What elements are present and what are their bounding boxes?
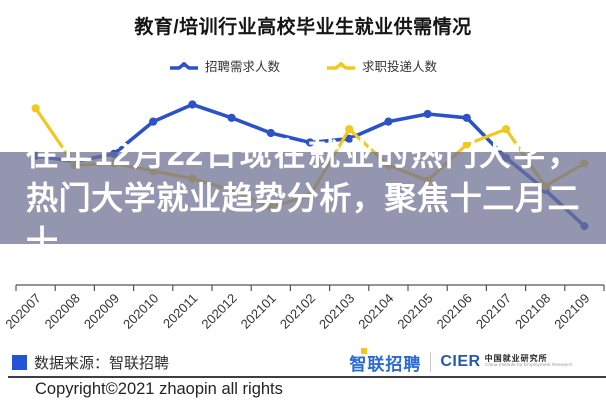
data-point <box>31 104 40 113</box>
x-axis-label: 202102 <box>277 291 318 332</box>
data-point <box>305 138 315 147</box>
cier-logo[interactable]: CIER 中国就业研究所 China Institute for Employm… <box>440 353 594 371</box>
x-axis-label: 202107 <box>473 291 514 332</box>
watermark-banner: 往年12月22日现在就业的热门大学，热门大学就业趋势分析，聚焦十二月二十 <box>0 136 606 260</box>
data-point <box>462 113 471 122</box>
x-axis-label: 202103 <box>316 291 357 332</box>
data-point <box>266 128 275 138</box>
x-axis-label: 202101 <box>238 291 279 332</box>
legend-item-supply[interactable]: 求职投递人数 <box>326 56 437 75</box>
source-bullet-square <box>12 354 27 370</box>
legend-item-demand[interactable]: 招聘需求人数 <box>169 56 280 75</box>
data-point <box>188 100 197 109</box>
data-point <box>384 117 393 126</box>
footer: 数据来源：智联招聘 智联招聘 CIER 中国就业研究所 China Instit… <box>0 347 606 375</box>
x-axis-label: 202104 <box>355 291 396 332</box>
x-axis-label: 202007 <box>2 291 43 332</box>
x-axis-label: 202109 <box>551 291 592 332</box>
data-source: 数据来源：智联招聘 <box>12 352 169 373</box>
legend-label-demand: 招聘需求人数 <box>204 60 280 74</box>
x-axis-label: 202008 <box>42 291 83 332</box>
data-point <box>423 109 432 119</box>
watermark-text: 往年12月22日现在就业的热门大学，热门大学就业趋势分析，聚焦十二月二十 <box>26 136 580 260</box>
chart-legend: 招聘需求人数 求职投递人数 <box>0 56 606 75</box>
x-axis-label: 202108 <box>512 291 553 332</box>
data-point <box>462 140 471 149</box>
logo-group: 智联招聘 CIER 中国就业研究所 China Institute for Em… <box>349 347 594 375</box>
data-point <box>149 117 158 126</box>
supply-line-icon <box>327 61 355 70</box>
zhaopin-logo[interactable]: 智联招聘 <box>349 347 421 375</box>
cier-en-name: China Institute for Employment Research <box>484 363 573 368</box>
source-label: 数据来源：智联招聘 <box>34 354 170 372</box>
x-axis-label: 202105 <box>394 291 435 332</box>
zhaopin-logo-dot <box>361 347 368 354</box>
x-axis-label: 202012 <box>198 291 239 332</box>
footer-rule <box>8 376 606 378</box>
logo-divider <box>430 352 432 372</box>
data-point <box>345 134 354 143</box>
data-point <box>227 113 236 122</box>
legend-label-supply: 求职投递人数 <box>362 60 438 74</box>
data-point <box>345 125 354 134</box>
x-axis-label: 202011 <box>160 291 201 332</box>
x-axis-label: 202106 <box>434 291 475 332</box>
chart-title: 教育/培训行业高校毕业生就业供需情况 <box>134 17 472 38</box>
x-axis-label: 202010 <box>120 291 161 332</box>
demand-line-icon <box>169 61 198 70</box>
data-point <box>501 125 511 134</box>
x-axis-label: 202009 <box>81 291 122 332</box>
copyright-text: Copyright©2021 zhaopin all rights <box>35 380 283 398</box>
cier-cn-name: 中国就业研究所 <box>484 354 548 363</box>
